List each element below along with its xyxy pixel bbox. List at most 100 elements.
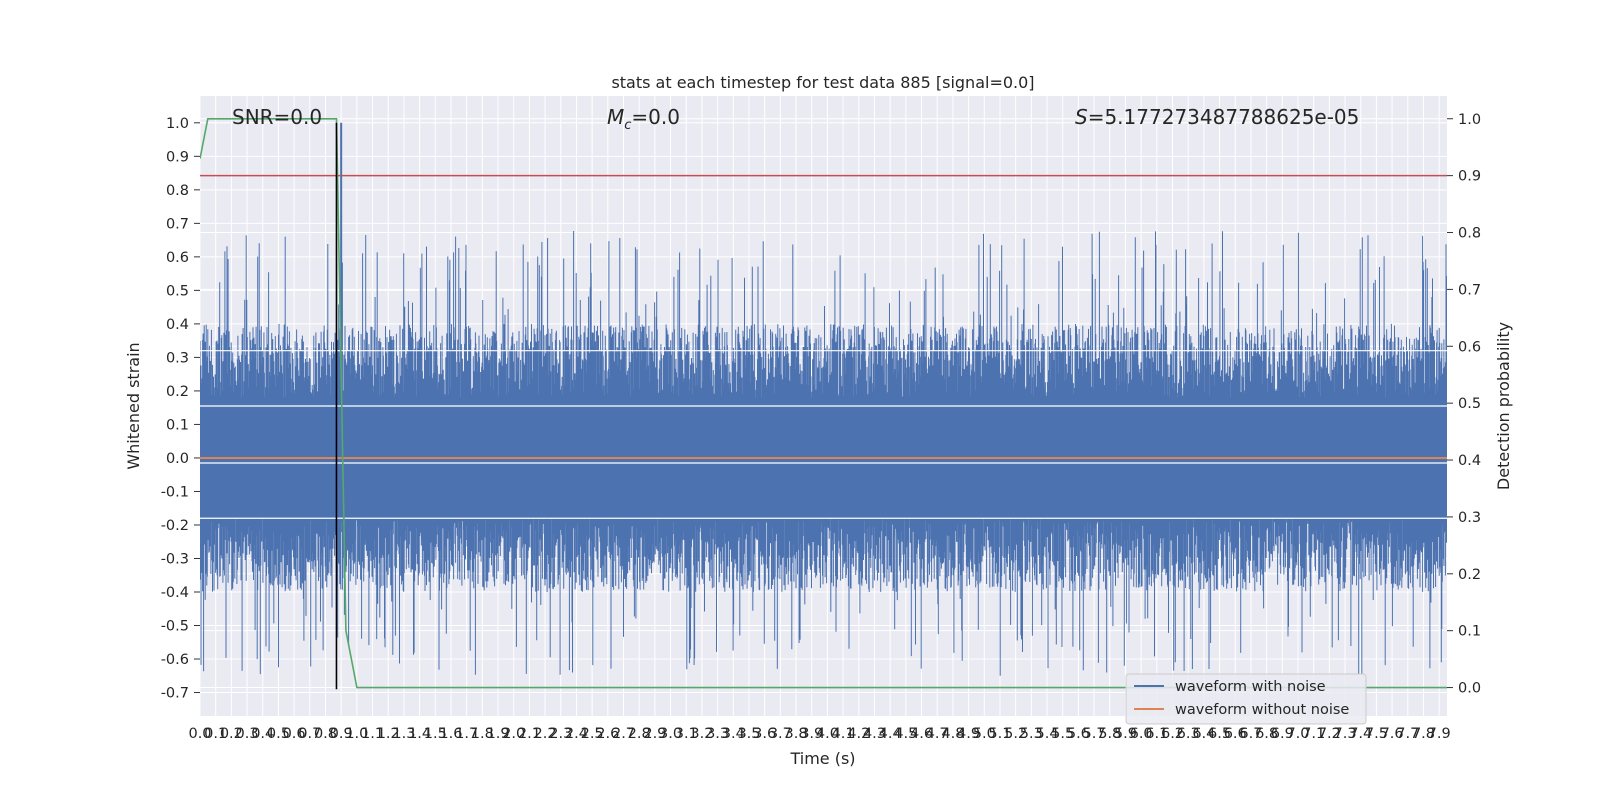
x-tick-label: 5.5 — [1051, 726, 1074, 742]
x-tick-label: 5.1 — [988, 726, 1011, 742]
x-tick-label: 3.0 — [659, 726, 682, 742]
s-annotation: S=5.177273487788625e-05 — [1075, 105, 1359, 129]
chirp-mass-subscript: c — [624, 118, 631, 133]
x-tick-label: 5.2 — [1004, 726, 1027, 742]
x-tick-label: 2.9 — [643, 726, 666, 742]
x-tick-label: 6.9 — [1271, 726, 1294, 742]
x-tick-label: 6.2 — [1161, 726, 1184, 742]
left-tick-label: 0.1 — [166, 417, 189, 433]
x-tick-label: 7.8 — [1412, 726, 1435, 742]
x-tick-label: 1.1 — [361, 726, 384, 742]
x-tick-label: 1.4 — [408, 726, 431, 742]
left-tick-label: 1.0 — [166, 116, 189, 132]
x-tick-label: 3.4 — [722, 726, 745, 742]
x-tick-label: 2.2 — [534, 726, 557, 742]
x-tick-label: 4.5 — [894, 726, 917, 742]
right-tick-label: 0.2 — [1458, 567, 1481, 583]
x-tick-label: 6.7 — [1239, 726, 1262, 742]
legend-label-clean: waveform without noise — [1175, 702, 1349, 718]
x-tick-label: 0.6 — [283, 726, 306, 742]
x-tick-label: 6.0 — [1130, 726, 1153, 742]
left-tick-label: 0.2 — [166, 384, 189, 400]
x-tick-label: 4.0 — [816, 726, 839, 742]
x-tick-label: 1.2 — [377, 726, 400, 742]
chart-title: stats at each timestep for test data 885… — [611, 73, 1034, 92]
left-axis-ticks: 1.0 0.9 0.8 0.7 0.6 0.5 0.4 0.3 0.2 0.1 0.0 -0.1 -0.… — [161, 116, 200, 702]
right-tick-label: 0.5 — [1458, 396, 1481, 412]
chirp-mass-value: =0.0 — [631, 105, 680, 129]
legend-label-noise: waveform with noise — [1175, 679, 1326, 695]
left-tick-label: 0.5 — [166, 283, 189, 299]
x-tick-label: 2.4 — [565, 726, 588, 742]
x-tick-label: 5.0 — [973, 726, 996, 742]
x-tick-label: 0.5 — [267, 726, 290, 742]
x-tick-label: 4.9 — [957, 726, 980, 742]
x-tick-label: 1.7 — [455, 726, 478, 742]
x-tick-label: 1.8 — [471, 726, 494, 742]
series-waveform-with-noise — [200, 122, 1447, 676]
x-tick-label: 2.1 — [518, 726, 541, 742]
x-tick-label: 7.5 — [1365, 726, 1388, 742]
x-tick-label: 1.6 — [439, 726, 462, 742]
left-tick-label: -0.1 — [161, 484, 189, 500]
x-tick-label: 5.7 — [1083, 726, 1106, 742]
x-tick-label: 2.6 — [596, 726, 619, 742]
x-tick-label: 3.5 — [737, 726, 760, 742]
y-axis-left-label: Whitened strain — [124, 342, 143, 469]
chirp-mass-annotation: Mc=0.0 — [607, 105, 680, 133]
x-tick-label: 7.1 — [1302, 726, 1325, 742]
snr-annotation: SNR=0.0 — [232, 105, 322, 129]
x-tick-label: 7.9 — [1428, 726, 1451, 742]
x-axis-ticks: 0.00.10.20.30.40.50.60.70.80.91.01.11.21… — [188, 726, 1450, 742]
left-tick-label: 0.7 — [166, 216, 189, 232]
x-tick-label: 2.5 — [581, 726, 604, 742]
x-tick-label: 5.8 — [1098, 726, 1121, 742]
x-tick-label: 7.3 — [1334, 726, 1357, 742]
s-symbol: S — [1075, 105, 1088, 129]
right-tick-label: 0.6 — [1458, 339, 1481, 355]
x-tick-label: 3.7 — [769, 726, 792, 742]
x-tick-label: 2.0 — [502, 726, 525, 742]
x-tick-label: 0.1 — [204, 726, 227, 742]
x-tick-label: 0.0 — [188, 726, 211, 742]
left-tick-label: 0.0 — [166, 451, 189, 467]
x-tick-label: 3.2 — [690, 726, 713, 742]
x-tick-label: 4.1 — [832, 726, 855, 742]
right-tick-label: 0.4 — [1458, 453, 1481, 469]
x-tick-label: 7.2 — [1318, 726, 1341, 742]
right-tick-label: 0.3 — [1458, 510, 1481, 526]
right-tick-label: 0.7 — [1458, 282, 1481, 298]
x-tick-label: 6.6 — [1224, 726, 1247, 742]
left-tick-label: -0.2 — [161, 518, 189, 534]
x-tick-label: 3.6 — [753, 726, 776, 742]
series-detection-probability — [200, 118, 1447, 689]
x-tick-label: 3.9 — [800, 726, 823, 742]
x-tick-label: 0.7 — [298, 726, 321, 742]
x-tick-label: 4.2 — [847, 726, 870, 742]
x-tick-label: 0.9 — [330, 726, 353, 742]
left-tick-label: 0.9 — [166, 149, 189, 165]
y-axis-right-label: Detection probability — [1494, 322, 1513, 490]
right-tick-label: 0.8 — [1458, 226, 1481, 242]
x-tick-label: 2.3 — [549, 726, 572, 742]
x-tick-label: 5.6 — [1067, 726, 1090, 742]
right-tick-label: 0.9 — [1458, 169, 1481, 185]
right-tick-label: 1.0 — [1458, 112, 1481, 128]
x-tick-label: 2.7 — [612, 726, 635, 742]
noise-core-band — [200, 407, 1447, 512]
x-tick-label: 4.3 — [863, 726, 886, 742]
x-tick-label: 4.6 — [910, 726, 933, 742]
x-tick-label: 3.3 — [706, 726, 729, 742]
x-tick-label: 5.9 — [1114, 726, 1137, 742]
left-tick-label: 0.3 — [166, 350, 189, 366]
left-tick-label: 0.6 — [166, 250, 189, 266]
x-tick-label: 2.8 — [628, 726, 651, 742]
x-tick-label: 1.0 — [345, 726, 368, 742]
x-tick-label: 6.3 — [1177, 726, 1200, 742]
left-tick-label: -0.7 — [161, 686, 189, 702]
right-axis-ticks: 1.0 0.9 0.8 0.7 0.6 0.5 0.4 0.3 0.2 0.1 0.0 — [1447, 112, 1481, 697]
left-tick-label: -0.4 — [161, 585, 189, 601]
x-tick-label: 6.5 — [1208, 726, 1231, 742]
x-tick-label: 1.5 — [424, 726, 447, 742]
